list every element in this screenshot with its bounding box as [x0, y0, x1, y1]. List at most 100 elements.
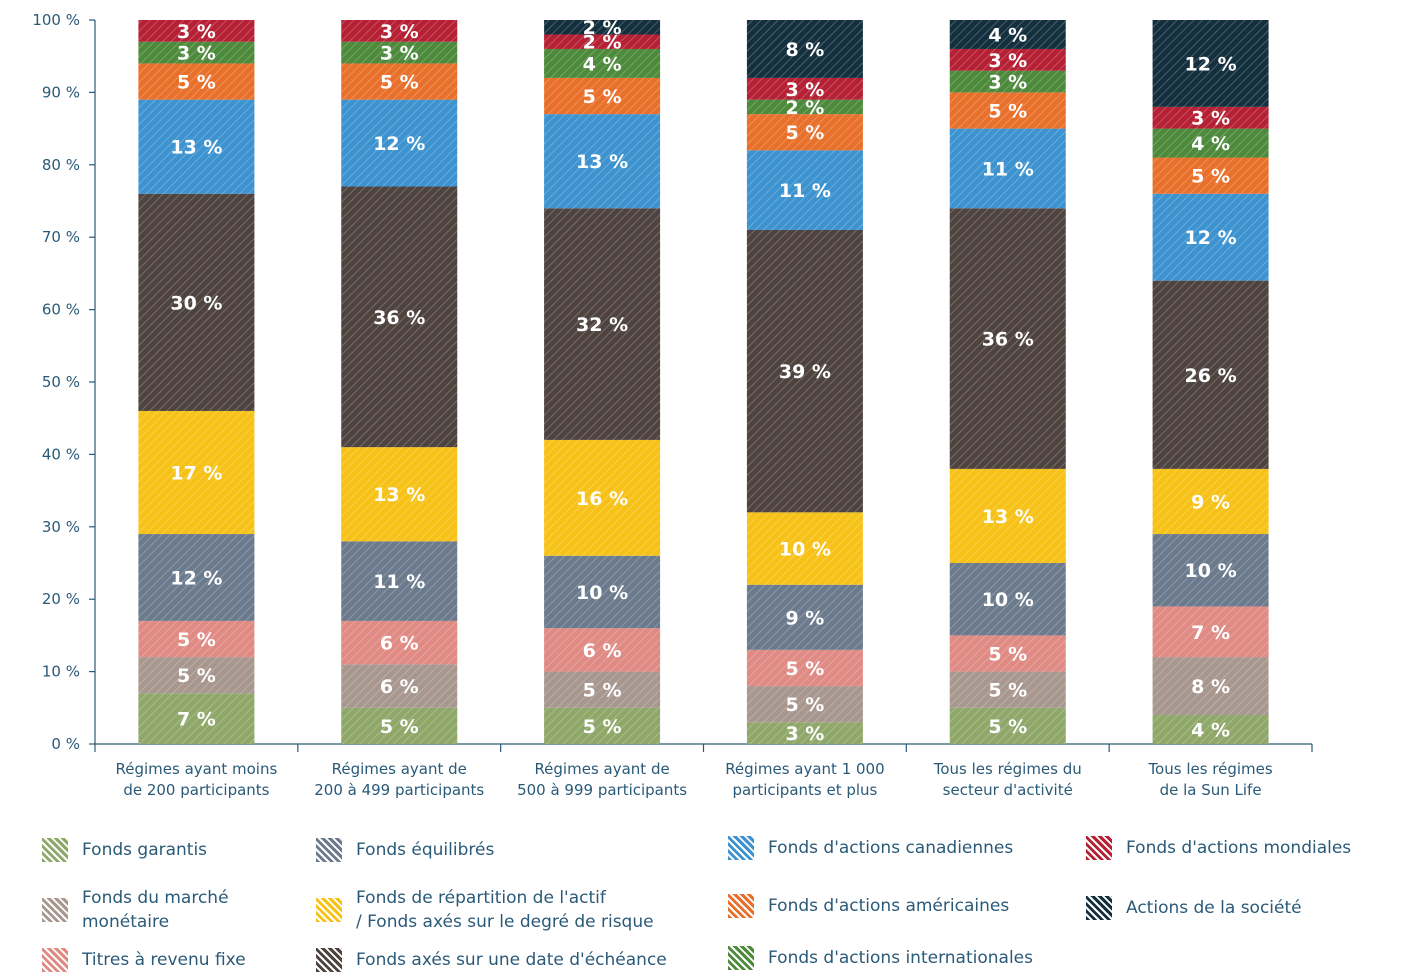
bar-segment-hatch [138, 41, 255, 64]
bars-group [138, 20, 1269, 744]
y-tick-label: 90 % [42, 83, 80, 101]
x-category-label-line: participants et plus [732, 781, 877, 799]
bar-value-label: 4 % [1191, 133, 1230, 155]
bar-segment-hatch [341, 63, 458, 100]
bar-value-label: 5 % [988, 644, 1027, 666]
bar-value-label: 30 % [170, 292, 222, 314]
bar-value-label: 5 % [177, 629, 216, 651]
bar-value-label: 36 % [373, 307, 425, 329]
y-tick-label: 20 % [42, 590, 80, 608]
bar-value-label: 8 % [1191, 676, 1230, 698]
y-tick-label: 100 % [32, 11, 80, 29]
x-category-label-line: 500 à 999 participants [517, 781, 687, 799]
bar-segment-hatch [544, 555, 661, 629]
y-tick-label: 40 % [42, 445, 80, 463]
bar-value-label: 2 % [785, 97, 824, 119]
bar-value-label: 5 % [177, 72, 216, 94]
bar-value-label: 5 % [785, 658, 824, 680]
bar-value-label: 13 % [170, 137, 222, 159]
bar-value-label: 3 % [177, 43, 216, 65]
bar-segment-hatch [1152, 193, 1269, 281]
bar-segment-hatch [949, 70, 1066, 93]
bar-segment-hatch [1152, 606, 1269, 658]
bar-value-label: 3 % [177, 21, 216, 43]
bar-segment-hatch [138, 693, 255, 744]
bar-value-label: 12 % [170, 567, 222, 589]
bar-value-label: 10 % [779, 539, 831, 561]
bar-segment-hatch [746, 686, 863, 723]
bar-segment-hatch [1152, 280, 1269, 469]
bar-segment-hatch [949, 92, 1066, 129]
bar-segment-hatch [949, 671, 1066, 708]
y-tick-label: 30 % [42, 518, 80, 536]
bar-value-label: 8 % [785, 39, 824, 61]
bar-value-label: 3 % [380, 21, 419, 43]
bar-segment-hatch [341, 707, 458, 744]
y-tick-label: 0 % [51, 735, 80, 753]
bar-segment-hatch [746, 584, 863, 650]
bar-segment-hatch [341, 41, 458, 64]
bar-segment-hatch [1152, 468, 1269, 535]
x-category-label: Tous les régimes de la Sun Life [1147, 760, 1272, 799]
bar-value-label: 4 % [988, 24, 1027, 46]
bar-value-label: 3 % [785, 79, 824, 101]
bar-value-label: 6 % [583, 640, 622, 662]
bar-value-label: 5 % [1191, 166, 1230, 188]
bar-segment-hatch [544, 671, 661, 708]
bar-value-label: 4 % [1191, 720, 1230, 742]
bar-value-label: 6 % [380, 676, 419, 698]
x-category-label-line: 200 à 499 participants [314, 781, 484, 799]
bar-value-label: 11 % [373, 571, 425, 593]
bar-segment-hatch [746, 114, 863, 151]
bar-segment-hatch [544, 20, 661, 35]
bar-segment-hatch [746, 722, 863, 744]
x-category-label: Régimes ayant de 500 à 999 participants [517, 760, 687, 799]
bar-value-label: 12 % [1185, 227, 1237, 249]
bar-value-label: 5 % [988, 716, 1027, 738]
x-category-label-line: Régimes ayant de [332, 760, 467, 778]
bar-segment-hatch [949, 208, 1066, 469]
bar-segment-hatch [1152, 20, 1269, 107]
x-category-label-line: Tous les régimes du [933, 760, 1082, 778]
x-category-label-line: Régimes ayant 1 000 [725, 760, 884, 778]
bar-value-label: 3 % [1191, 108, 1230, 130]
bar-value-label: 10 % [982, 589, 1034, 611]
bar-value-label: 26 % [1185, 365, 1237, 387]
bar-segment-hatch [341, 99, 458, 187]
bar-segment-hatch [746, 649, 863, 687]
bar-segment-hatch [1152, 106, 1269, 129]
x-category-label: Régimes ayant moins de 200 participants [116, 760, 278, 799]
bar-segment-hatch [341, 20, 458, 42]
bar-value-label: 5 % [988, 680, 1027, 702]
bar-value-label: 3 % [988, 50, 1027, 72]
bar-value-label: 13 % [982, 506, 1034, 528]
bar-segment-hatch [1152, 128, 1269, 158]
bar-value-label: 11 % [779, 180, 831, 202]
bar-segment-hatch [138, 20, 255, 42]
bar-value-label: 12 % [373, 133, 425, 155]
bar-value-label: 13 % [373, 484, 425, 506]
bar-value-label: 10 % [576, 582, 628, 604]
bar-segment-hatch [544, 707, 661, 744]
bar-segment-hatch [138, 620, 255, 658]
bar-segment-hatch [746, 99, 863, 115]
bar-segment-hatch [544, 208, 661, 440]
bar-segment-hatch [746, 150, 863, 230]
bar-segment-hatch [746, 77, 863, 100]
bar-value-label: 5 % [785, 122, 824, 144]
bar-value-label: 7 % [177, 709, 216, 731]
bar-segment-hatch [1152, 534, 1269, 607]
bar-value-label: 39 % [779, 361, 831, 383]
bar-segment-hatch [949, 128, 1066, 209]
bar-segment-hatch [341, 186, 458, 448]
bar-value-label: 11 % [982, 158, 1034, 180]
bar-segment-hatch [138, 63, 255, 100]
bar-value-label: 32 % [576, 314, 628, 336]
bar-value-label: 6 % [380, 633, 419, 655]
bar-value-label: 9 % [1191, 491, 1230, 513]
bar-value-label: 5 % [988, 101, 1027, 123]
bar-value-label: 12 % [1185, 53, 1237, 75]
bar-segment-hatch [138, 534, 255, 621]
bar-segment-hatch [949, 707, 1066, 744]
